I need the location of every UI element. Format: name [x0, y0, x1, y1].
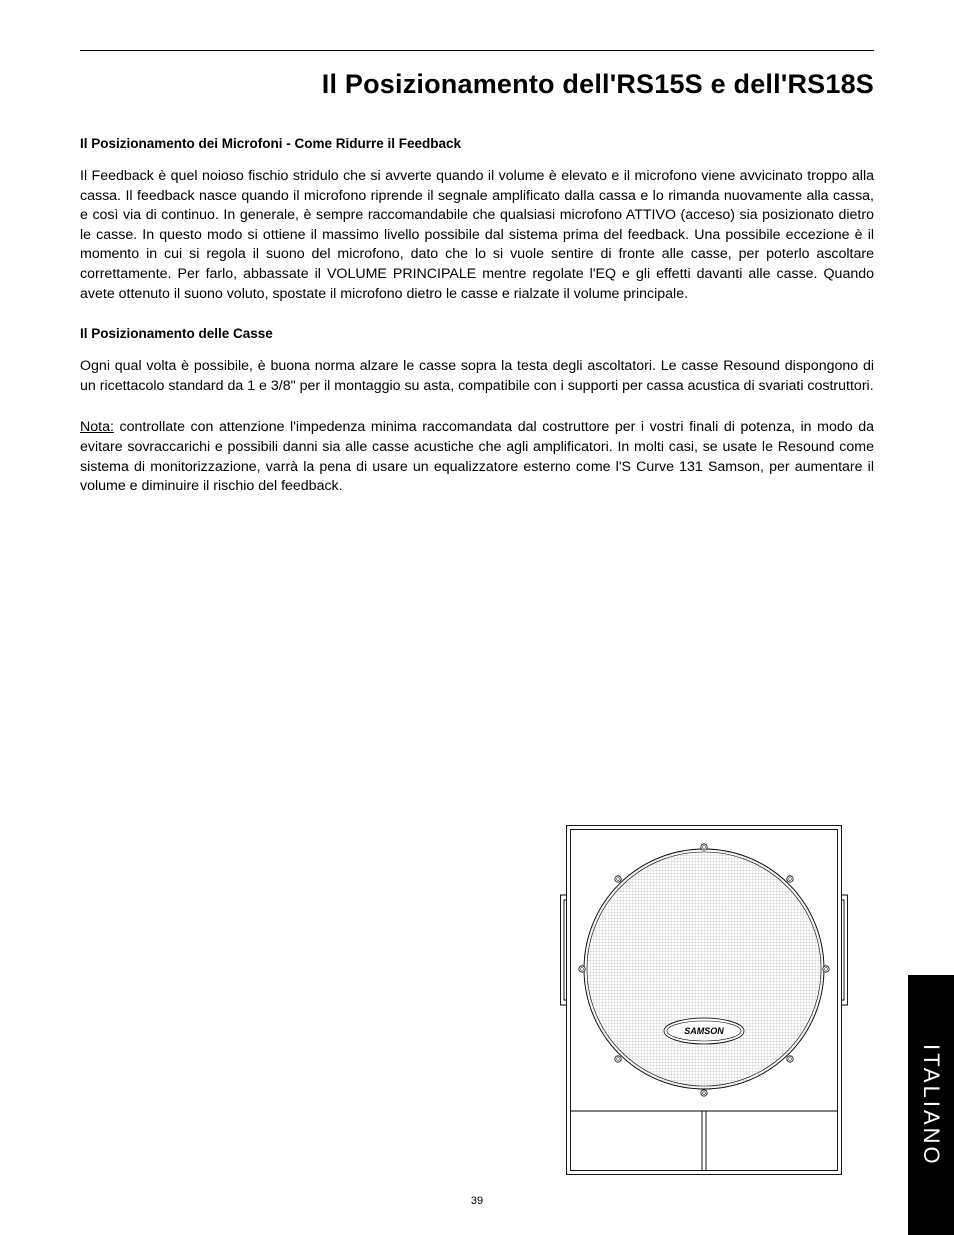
section2-heading: Il Posizionamento delle Casse	[80, 326, 874, 341]
note-body: controllate con attenzione l'impedenza m…	[80, 419, 874, 494]
top-rule	[80, 50, 874, 51]
page-number: 39	[0, 1195, 954, 1207]
language-tab: ITALIANO	[908, 975, 954, 1235]
language-tab-text: ITALIANO	[918, 1044, 944, 1167]
section1-heading: Il Posizionamento dei Microfoni - Come R…	[80, 136, 874, 151]
section2-body: Ogni qual volta è possibile, è buona nor…	[80, 357, 874, 396]
section1-body: Il Feedback è quel noioso fischio stridu…	[80, 167, 874, 304]
page-title: Il Posizionamento dell'RS15S e dell'RS18…	[80, 69, 874, 100]
note-label: Nota:	[80, 419, 114, 435]
speaker-figure: SAMSON	[560, 825, 848, 1180]
note-paragraph: Nota: controllate con attenzione l'imped…	[80, 418, 874, 496]
svg-text:SAMSON: SAMSON	[684, 1026, 724, 1036]
